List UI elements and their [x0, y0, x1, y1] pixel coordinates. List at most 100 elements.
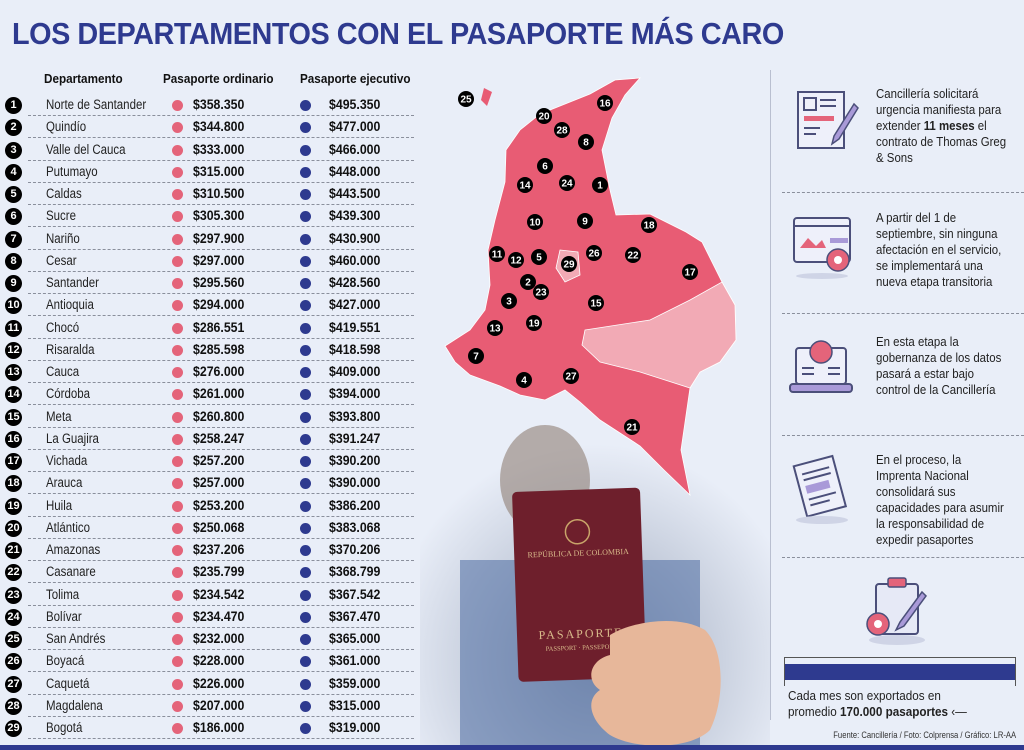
row-divider: [28, 382, 414, 383]
map-marker-label: 27: [565, 372, 577, 383]
ordinario-price: $232.000: [193, 630, 245, 646]
map-marker-label: 4: [521, 376, 527, 387]
row-divider: [28, 181, 414, 183]
map-marker: [682, 264, 698, 280]
department-name: Boyacá: [46, 653, 85, 669]
ordinario-dot: [172, 656, 183, 668]
map-marker: [527, 214, 543, 230]
ejecutivo-dot: [300, 344, 311, 356]
documents-icon: [786, 452, 862, 529]
department-name: Cesar: [46, 252, 77, 268]
ordinario-dot: [172, 723, 183, 734]
rank-badge: 10: [5, 297, 22, 315]
rank-badge: 4: [5, 163, 22, 181]
rank-badge: 7: [5, 230, 22, 248]
passport-sublabel: PASSPORT · PASSEPORT: [546, 643, 618, 652]
ordinario-price: $305.300: [193, 207, 245, 224]
rank-badge: 5: [5, 186, 22, 203]
map-marker-label: 7: [473, 352, 479, 363]
table-row: 7 Nariño $297.900 $430.900: [0, 228, 414, 250]
rank-badge: 1: [5, 97, 22, 114]
ordinario-price: $235.799: [193, 563, 245, 580]
rank-badge: 2: [5, 119, 22, 137]
map-marker-label: 16: [599, 99, 611, 110]
stat-text: Cada mes son exportados en promedio 170.…: [788, 688, 967, 720]
ejecutivo-dot: [300, 255, 311, 267]
department-name: Antioquia: [46, 297, 94, 313]
rank-badge: 8: [5, 252, 22, 270]
ejecutivo-price: $365.000: [329, 630, 381, 646]
map-marker: [517, 177, 533, 193]
map-marker-label: 24: [561, 179, 573, 190]
ejecutivo-dot: [300, 634, 311, 645]
map-region-light: [581, 281, 737, 389]
rank-badge: 25: [5, 631, 22, 648]
ejecutivo-dot: [300, 100, 311, 111]
note-text-bold: 11 meses: [923, 118, 975, 133]
map-marker-label: 26: [588, 249, 600, 260]
department-name: Huila: [46, 497, 73, 513]
section-divider: [782, 192, 1024, 193]
note-text: En el proceso, la Imprenta Nacional cons…: [876, 452, 1006, 548]
table-row: 6 Sucre $305.300 $439.300: [0, 205, 414, 228]
department-name: Norte de Santander: [46, 97, 147, 112]
table-row: 20 Atlántico $250.068 $383.068: [0, 517, 414, 539]
map-marker: [536, 108, 552, 124]
ejecutivo-price: $386.200: [329, 496, 381, 513]
ejecutivo-price: $427.000: [329, 296, 381, 313]
map-marker-label: 5: [536, 253, 542, 264]
ordinario-dot: [172, 166, 183, 178]
map-marker-label: 21: [626, 423, 638, 434]
table-row: 15 Meta $260.800 $393.800: [0, 406, 414, 428]
map-marker-label: 17: [684, 268, 696, 279]
ordinario-price: $297.000: [193, 251, 245, 268]
map-marker-label: 8: [583, 138, 589, 149]
ordinario-price: $261.000: [193, 385, 245, 402]
table-row: 28 Magdalena $207.000 $315.000: [0, 695, 414, 717]
department-name: Vichada: [46, 453, 88, 468]
department-name: Magdalena: [46, 697, 103, 713]
rank-badge: 11: [5, 319, 22, 337]
department-name: Caquetá: [46, 675, 90, 691]
rank-badge: 13: [5, 364, 22, 381]
ejecutivo-price: $409.000: [329, 363, 381, 379]
ordinario-dot: [172, 700, 183, 712]
ejecutivo-price: $460.000: [329, 251, 381, 268]
ejecutivo-price: $428.560: [329, 274, 381, 290]
table-row: 17 Vichada $257.200 $390.200: [0, 450, 414, 472]
department-name: Cauca: [46, 364, 80, 379]
table-row: 8 Cesar $297.000 $460.000: [0, 250, 414, 272]
department-name: Risaralda: [46, 341, 95, 357]
row-divider: [28, 471, 414, 472]
ordinario-dot: [172, 500, 183, 512]
ejecutivo-price: $393.800: [329, 407, 381, 424]
ordinario-price: $260.800: [193, 407, 245, 424]
ejecutivo-dot: [300, 456, 311, 467]
ejecutivo-dot: [300, 411, 311, 423]
ejecutivo-dot: [300, 700, 311, 712]
map-marker-label: 20: [538, 112, 550, 123]
department-name: Nariño: [46, 230, 80, 246]
map-marker: [625, 247, 641, 263]
department-name: Bogotá: [46, 720, 83, 735]
ejecutivo-dot: [300, 478, 311, 490]
ejecutivo-price: $448.000: [329, 162, 381, 179]
department-name: Quindío: [46, 119, 87, 135]
row-divider: [28, 248, 414, 250]
map-marker-label: 2: [525, 278, 531, 289]
ejecutivo-dot: [300, 522, 311, 534]
page-title: LOS DEPARTAMENTOS CON EL PASAPORTE MÁS C…: [12, 16, 784, 51]
map-marker: [561, 256, 577, 272]
ejecutivo-price: $359.000: [329, 674, 381, 691]
rank-badge: 29: [5, 720, 22, 737]
ejecutivo-dot: [300, 233, 311, 245]
ejecutivo-dot: [300, 211, 311, 223]
ordinario-price: $257.000: [193, 474, 245, 491]
ordinario-price: $253.200: [193, 496, 245, 513]
row-divider: [28, 137, 414, 139]
ordinario-price: $276.000: [193, 363, 245, 379]
row-divider: [28, 448, 414, 450]
map-marker: [641, 217, 657, 233]
department-name: Santander: [46, 275, 99, 290]
row-divider: [28, 515, 414, 517]
